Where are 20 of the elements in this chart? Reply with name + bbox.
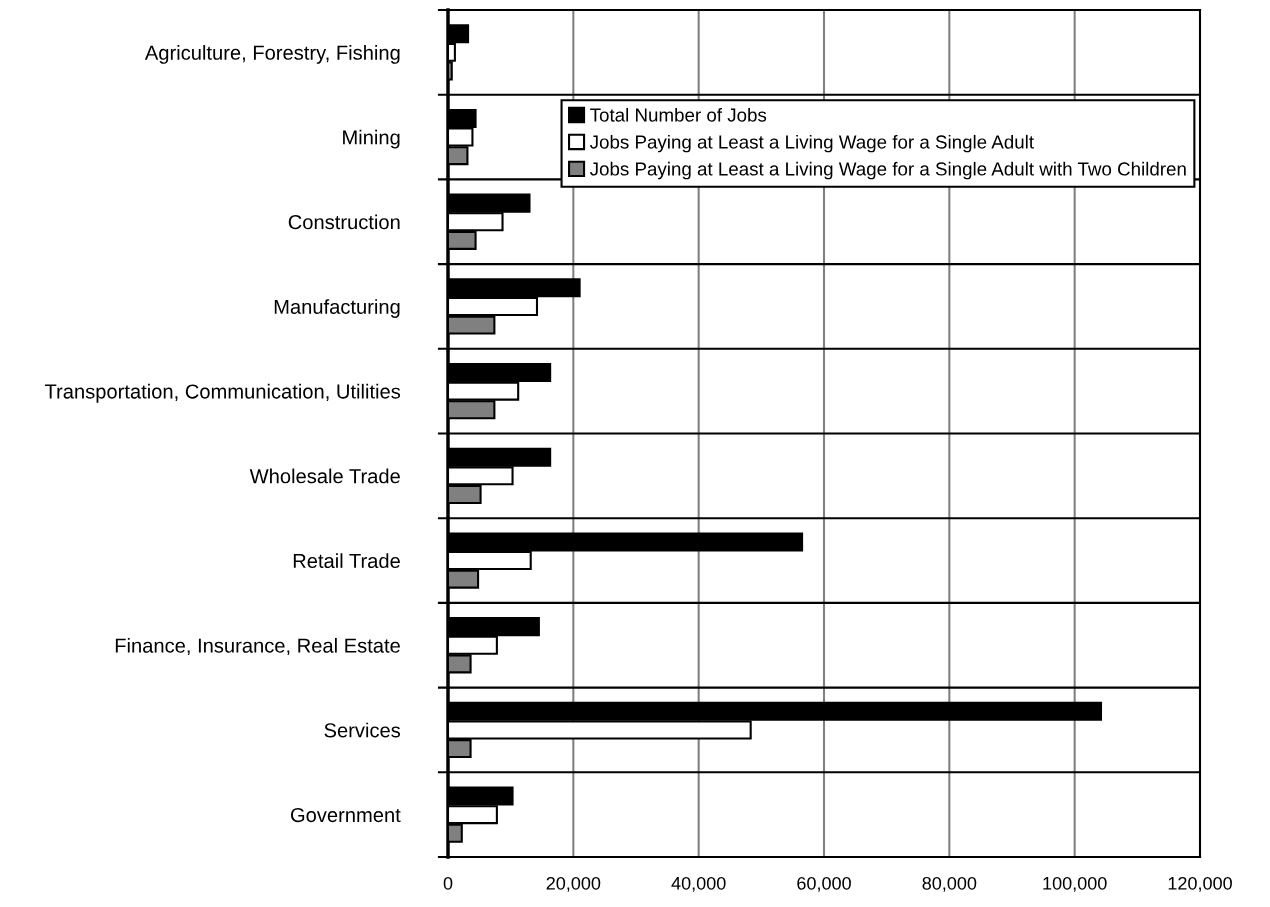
legend-label: Total Number of Jobs <box>590 107 767 122</box>
y-tick-label: Manufacturing <box>274 299 400 318</box>
x-tick-label: 120,000 <box>1168 876 1232 892</box>
legend-label: Jobs Paying at Least a Living Wage for a Single Adult with Two Children <box>589 161 1186 180</box>
legend-label: Jobs Paying at Least a Living Wage for a Single Adult <box>589 134 1034 153</box>
x-tick-label: 0 <box>443 876 453 890</box>
x-tick-label: 20,000 <box>546 876 601 892</box>
x-tick-label: 100,000 <box>1043 876 1107 892</box>
x-tick-label: 60,000 <box>797 876 851 892</box>
y-tick-label: Mining <box>343 129 400 149</box>
x-tick-label: 40,000 <box>671 876 726 892</box>
y-tick-label: Government <box>290 807 401 823</box>
x-tick-label: 80,000 <box>922 876 977 892</box>
y-tick-label: Wholesale Trade <box>249 468 400 484</box>
y-tick-label: Agriculture, Forestry, Fishing <box>144 45 400 64</box>
y-tick-label: Services <box>324 722 401 738</box>
y-tick-label: Retail Trade <box>293 553 400 569</box>
y-tick-label: Finance, Insurance, Real Estate <box>115 637 400 656</box>
y-tick-label: Construction <box>288 214 400 230</box>
y-tick-label: Transportation, Communication, Utilities <box>44 383 401 403</box>
